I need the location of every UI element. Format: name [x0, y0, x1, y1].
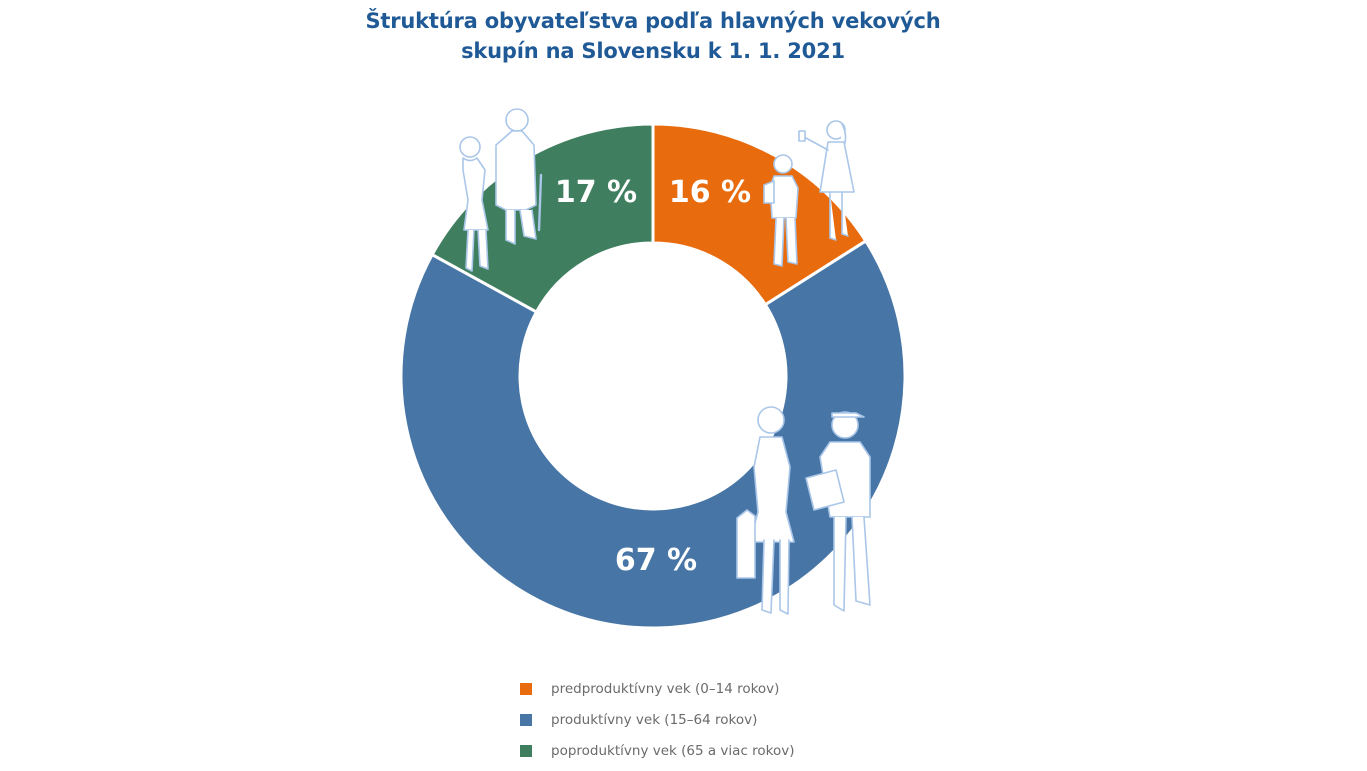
child-icon: [763, 154, 799, 267]
slice-labels: 16 % 67 % 17 %: [555, 175, 751, 578]
slice-label-0: 16 %: [669, 175, 751, 210]
legend-item-poproduktivny: poproduktívny vek (65 a viac rokov): [520, 740, 795, 761]
legend-swatch-blue: [520, 713, 532, 726]
elderly-man-icon: [495, 108, 543, 245]
courier-icon: [805, 411, 871, 612]
chart-title: Štruktúra obyvateľstva podľa hlavných ve…: [283, 6, 1023, 66]
legend-item-predproduktivny: predproduktívny vek (0–14 rokov): [520, 678, 795, 699]
legend-item-produktivny: produktívny vek (15–64 rokov): [520, 709, 795, 730]
slice-label-1: 67 %: [615, 543, 697, 578]
legend-label: poproduktívny vek (65 a viac rokov): [551, 742, 795, 759]
slice-label-2: 17 %: [555, 175, 637, 210]
legend-label: produktívny vek (15–64 rokov): [551, 711, 758, 728]
legend-swatch-green: [520, 744, 532, 757]
legend-label: predproduktívny vek (0–14 rokov): [551, 680, 780, 697]
chart-title-line-1: Štruktúra obyvateľstva podľa hlavných ve…: [365, 9, 941, 33]
legend-swatch-orange: [520, 682, 532, 695]
elderly-woman-icon: [459, 136, 489, 272]
teen-girl-icon: [798, 120, 855, 241]
legend: predproduktívny vek (0–14 rokov) produkt…: [520, 678, 795, 771]
slice-0: [651, 122, 868, 307]
woman-phone-icon: [736, 406, 795, 615]
chart-title-line-2: skupín na Slovensku k 1. 1. 2021: [461, 39, 845, 63]
